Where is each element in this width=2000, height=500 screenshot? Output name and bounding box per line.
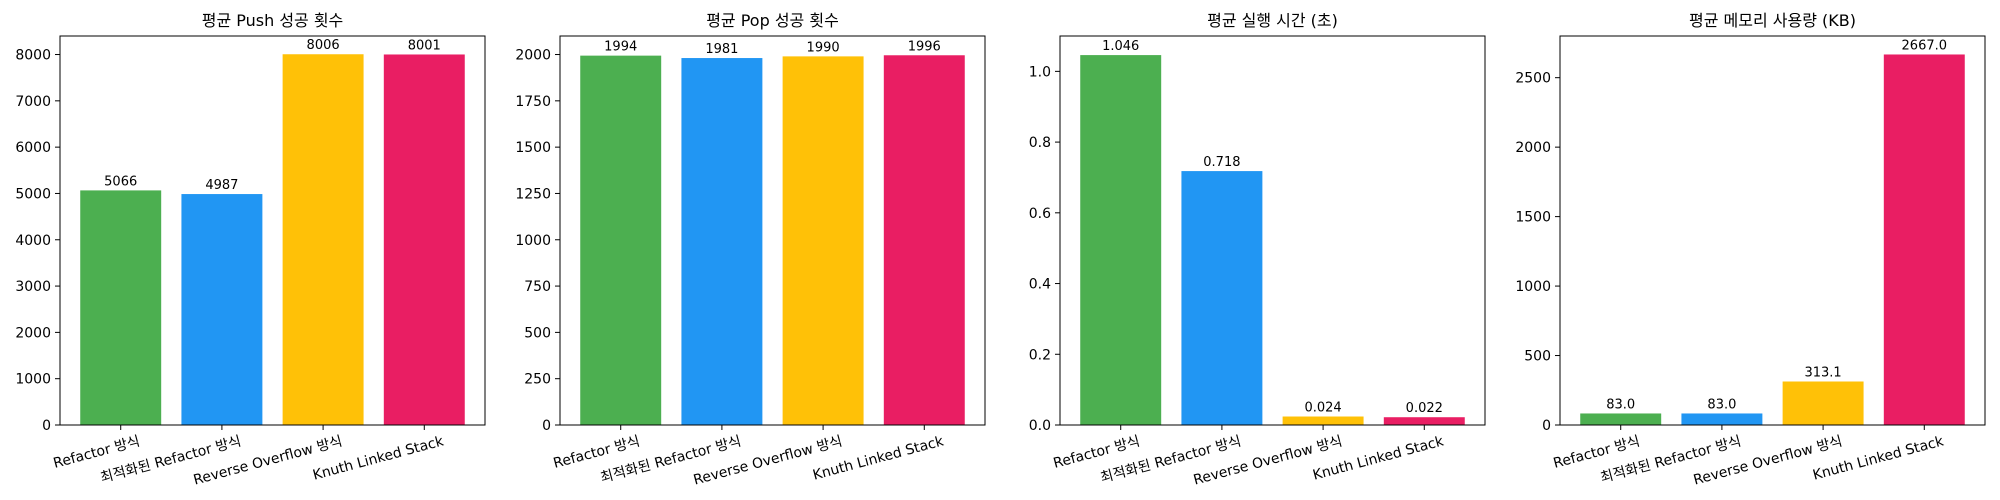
- y-tick-label: 2000: [515, 48, 551, 64]
- data-label: 1990: [807, 40, 840, 55]
- data-label: 4987: [205, 178, 238, 193]
- data-label: 83.0: [1606, 397, 1635, 412]
- y-tick-label: 0: [542, 418, 551, 434]
- bar-4: [1883, 54, 1965, 425]
- bar-2: [181, 194, 263, 425]
- bar-1: [80, 190, 162, 425]
- data-label: 2667.0: [1902, 38, 1948, 53]
- chart-title: 평균 Push 성공 횟수: [202, 11, 344, 30]
- y-tick-label: 0: [1542, 418, 1551, 434]
- axes-frame: [559, 35, 986, 426]
- bar-1: [1580, 413, 1662, 425]
- bar-1: [1080, 55, 1162, 425]
- bar-4: [1383, 417, 1465, 425]
- data-label: 8001: [408, 38, 441, 53]
- chart-panel-4: 평균 메모리 사용량 (KB) 83.0 83.0 313.1 2667.0 0 500 10…: [1515, 11, 1986, 489]
- data-label: 83.0: [1707, 397, 1736, 412]
- y-tick-label: 1500: [1515, 210, 1551, 226]
- y-tick-label: 1000: [15, 372, 51, 388]
- chart-title: 평균 실행 시간 (초): [1207, 11, 1338, 30]
- y-tick-label: 2000: [1515, 140, 1551, 156]
- y-tick-label: 1000: [1515, 279, 1551, 295]
- y-tick-label: 1500: [515, 140, 551, 156]
- bar-3: [1282, 416, 1364, 425]
- y-tick-label: 6000: [15, 140, 51, 156]
- data-label: 0.718: [1203, 155, 1240, 170]
- data-label: 1996: [908, 39, 941, 54]
- y-tick-label: 1250: [515, 186, 551, 202]
- y-tick-label: 0: [42, 418, 51, 434]
- bar-2: [1181, 171, 1263, 425]
- chart-title: 평균 메모리 사용량 (KB): [1689, 11, 1856, 30]
- axes-frame: [1559, 35, 1986, 426]
- bar-4: [383, 54, 465, 425]
- y-tick-label: 0.8: [1029, 135, 1051, 151]
- y-tick-label: 0.6: [1029, 206, 1051, 222]
- bar-2: [681, 58, 763, 425]
- y-tick-label: 5000: [15, 186, 51, 202]
- chart-title: 평균 Pop 성공 횟수: [706, 11, 839, 30]
- chart-panel-2: 평균 Pop 성공 횟수 1994 1981 1990 1996 0 250 500 750 10…: [515, 11, 986, 489]
- y-tick-label: 1000: [515, 233, 551, 249]
- bar-1: [580, 55, 662, 425]
- y-tick-label: 750: [524, 279, 551, 295]
- y-tick-label: 2000: [15, 325, 51, 341]
- y-tick-label: 3000: [15, 279, 51, 295]
- data-label: 1994: [604, 40, 637, 55]
- data-label: 313.1: [1804, 366, 1841, 381]
- data-label: 5066: [104, 174, 137, 189]
- y-tick-label: 0.4: [1029, 277, 1051, 293]
- y-tick-label: 4000: [15, 233, 51, 249]
- data-label: 0.024: [1304, 401, 1341, 416]
- y-tick-label: 500: [1524, 349, 1551, 365]
- y-tick-label: 1.0: [1029, 64, 1051, 80]
- data-label: 1.046: [1102, 39, 1139, 54]
- axes-frame: [1059, 35, 1486, 426]
- bar-2: [1681, 413, 1763, 425]
- y-tick-label: 500: [524, 325, 551, 341]
- y-tick-label: 0.2: [1029, 347, 1051, 363]
- bar-3: [1782, 381, 1864, 425]
- data-label: 1981: [705, 42, 738, 57]
- y-tick-label: 7000: [15, 94, 51, 110]
- y-tick-label: 2500: [1515, 71, 1551, 87]
- bar-3: [282, 54, 364, 426]
- y-tick-label: 8000: [15, 48, 51, 64]
- y-tick-label: 0.0: [1029, 418, 1051, 434]
- chart-panel-1: 평균 Push 성공 횟수 5066 4987 8006 8001 0 1000 2000 30…: [15, 11, 486, 489]
- axes-frame: [59, 35, 486, 426]
- data-label: 0.022: [1406, 401, 1443, 416]
- bar-4: [883, 55, 965, 425]
- y-tick-label: 1750: [515, 94, 551, 110]
- y-tick-label: 250: [524, 372, 551, 388]
- bar-3: [782, 56, 864, 425]
- data-label: 8006: [307, 38, 340, 53]
- chart-panel-3: 평균 실행 시간 (초) 1.046 0.718 0.024 0.022 0.0 0.2 0.…: [1029, 11, 1486, 489]
